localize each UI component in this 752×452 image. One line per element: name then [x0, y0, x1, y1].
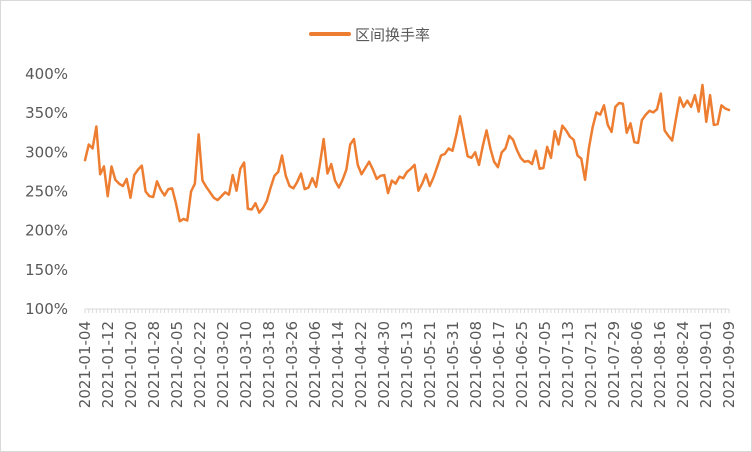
x-tick-label: 2021-07-13	[559, 321, 577, 408]
x-tick-label: 2021-01-28	[145, 321, 163, 408]
x-tick-label: 2021-07-21	[582, 321, 600, 408]
x-tick-label: 2021-09-01	[697, 321, 715, 408]
x-tick-label: 2021-03-26	[283, 321, 301, 408]
y-tick-label: 100%	[25, 300, 68, 318]
x-tick-label: 2021-05-31	[444, 321, 462, 408]
x-tick-label: 2021-05-21	[421, 321, 439, 408]
legend-label-turnover: 区间换手率	[355, 26, 430, 44]
x-tick-label: 2021-07-05	[536, 321, 554, 408]
x-tick-label: 2021-01-12	[99, 321, 117, 408]
y-tick-label: 400%	[25, 65, 68, 83]
x-tick-label: 2021-02-22	[191, 321, 209, 408]
y-tick-label: 200%	[25, 222, 68, 240]
x-tick-label: 2021-01-04	[76, 321, 94, 408]
x-tick-label: 2021-01-20	[122, 321, 140, 408]
y-tick-label: 150%	[25, 261, 68, 279]
x-tick-label: 2021-08-06	[628, 321, 646, 408]
x-tick-label: 2021-04-22	[352, 321, 370, 408]
x-tick-label: 2021-08-16	[651, 321, 669, 408]
x-tick-label: 2021-06-08	[467, 321, 485, 408]
x-tick-label: 2021-03-18	[260, 321, 278, 408]
y-tick-label: 250%	[25, 183, 68, 201]
x-tick-label: 2021-07-29	[605, 321, 623, 408]
y-tick-label: 300%	[25, 143, 68, 161]
x-tick-label: 2021-04-14	[329, 321, 347, 408]
x-tick-label: 2021-04-06	[306, 321, 324, 408]
x-tick-label: 2021-02-05	[168, 321, 186, 408]
x-tick-label: 2021-03-10	[237, 321, 255, 408]
series-line-turnover	[83, 83, 731, 223]
series-layer	[83, 83, 731, 223]
legend: 区间换手率	[309, 26, 430, 44]
x-axis: 2021-01-04 2021-01-12 2021-01-20 2021-01-28…	[76, 308, 738, 408]
x-tick-label: 2021-05-13	[398, 321, 416, 408]
y-axis: 100% 150% 200% 250% 300% 350% 400%	[25, 65, 68, 318]
x-tick-label: 2021-06-25	[513, 321, 531, 408]
x-tick-label: 2021-03-02	[214, 321, 232, 408]
x-tick-label: 2021-04-30	[375, 321, 393, 408]
y-tick-label: 350%	[25, 104, 68, 122]
x-tick-label: 2021-08-24	[674, 321, 692, 408]
x-tick-label: 2021-09-09	[720, 321, 738, 408]
x-tick-label: 2021-06-17	[490, 321, 508, 408]
